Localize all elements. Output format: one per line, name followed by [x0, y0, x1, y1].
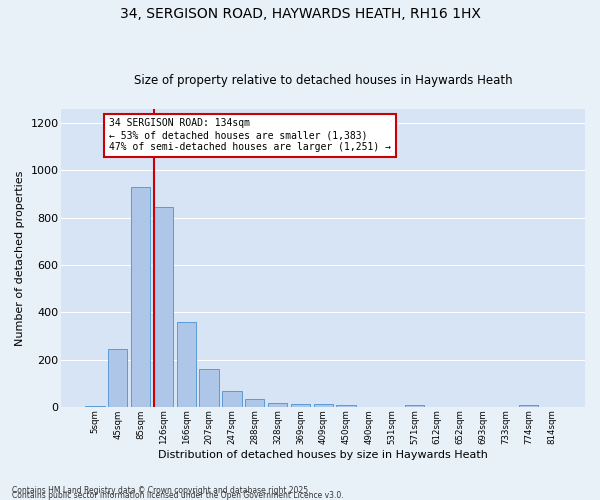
Bar [154, 207, 173, 407]
Text: 34, SERGISON ROAD, HAYWARDS HEATH, RH16 1HX: 34, SERGISON ROAD, HAYWARDS HEATH, RH16 … [119, 8, 481, 22]
Y-axis label: Number of detached properties: Number of detached properties [15, 170, 25, 346]
Bar [222, 392, 242, 407]
Bar [337, 405, 356, 407]
Bar [199, 370, 219, 407]
Bar [268, 403, 287, 407]
Text: Contains public sector information licensed under the Open Government Licence v3: Contains public sector information licen… [12, 491, 344, 500]
Bar [291, 404, 310, 407]
Bar [314, 404, 333, 407]
X-axis label: Distribution of detached houses by size in Haywards Heath: Distribution of detached houses by size … [158, 450, 488, 460]
Bar [405, 405, 424, 407]
Bar [131, 187, 151, 407]
Text: 34 SERGISON ROAD: 134sqm
← 53% of detached houses are smaller (1,383)
47% of sem: 34 SERGISON ROAD: 134sqm ← 53% of detach… [109, 118, 391, 152]
Bar [519, 405, 538, 407]
Text: Contains HM Land Registry data © Crown copyright and database right 2025.: Contains HM Land Registry data © Crown c… [12, 486, 311, 495]
Bar [108, 349, 127, 407]
Bar [176, 322, 196, 407]
Bar [85, 406, 104, 407]
Title: Size of property relative to detached houses in Haywards Heath: Size of property relative to detached ho… [134, 74, 512, 87]
Bar [245, 399, 265, 407]
